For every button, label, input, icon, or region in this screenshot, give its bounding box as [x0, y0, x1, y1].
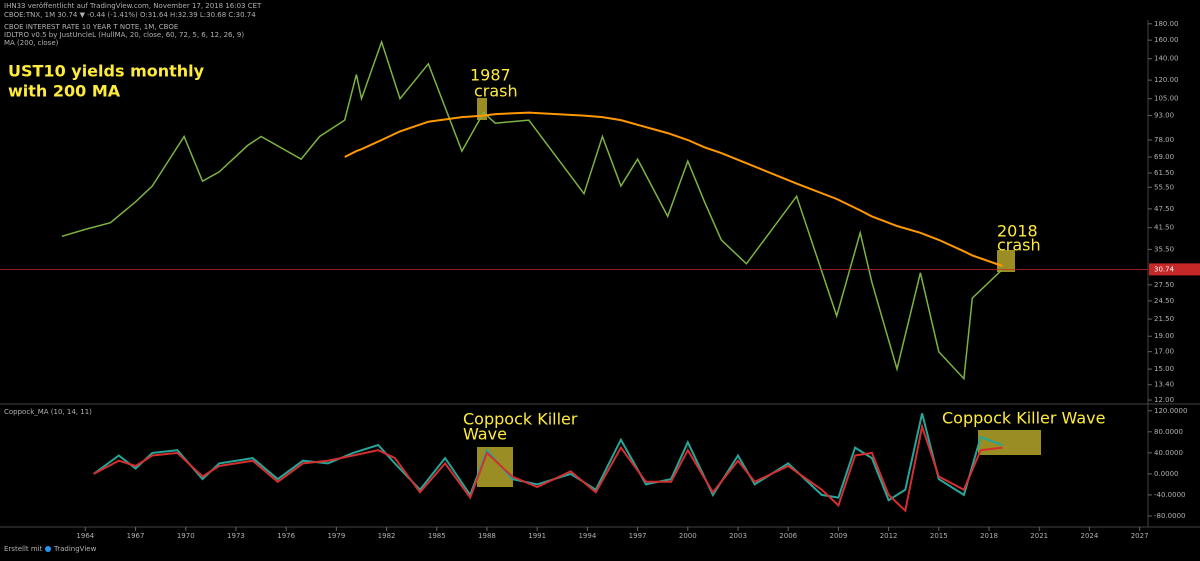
series-line — [344, 111, 1003, 267]
x-tick-label: 1967 — [127, 532, 145, 540]
x-tick-label: 1982 — [378, 532, 396, 540]
y-tick-label: 17.00 — [1154, 348, 1174, 356]
series-line — [61, 39, 1003, 381]
last-price-badge — [1149, 263, 1200, 276]
y-tick-label: 69.00 — [1154, 153, 1174, 161]
annotation: with 200 MA — [8, 82, 121, 101]
x-tick-label: 2021 — [1030, 532, 1048, 540]
y-tick-label: 120.0000 — [1154, 407, 1187, 415]
y-tick-label: 180.00 — [1154, 20, 1179, 28]
y-tick-label: 120.00 — [1154, 76, 1179, 84]
annotation: crash — [474, 82, 518, 101]
y-tick-label: -40.0000 — [1154, 491, 1185, 499]
y-tick-label: 40.0000 — [1154, 449, 1183, 457]
indicator-label: CBOE INTEREST RATE 10 YEAR T NOTE, 1M, C… — [4, 23, 178, 31]
last-price-label: 30.74 — [1154, 265, 1175, 273]
y-tick-label: 140.00 — [1154, 55, 1179, 63]
panel-title: Coppock_MA (10, 14, 11) — [4, 408, 92, 416]
y-tick-label: 47.50 — [1154, 205, 1174, 213]
y-tick-label: 93.00 — [1154, 112, 1174, 120]
x-tick-label: 1979 — [327, 532, 345, 540]
annotation: Wave — [463, 425, 507, 444]
x-tick-label: 2012 — [880, 532, 898, 540]
header-published: IHN33 veröffentlicht auf TradingView.com… — [4, 2, 262, 10]
y-tick-label: 0.0000 — [1154, 470, 1179, 478]
x-tick-label: 1964 — [76, 532, 94, 540]
y-tick-label: 27.50 — [1154, 281, 1174, 289]
footer-brand: TradingView — [53, 545, 97, 553]
y-tick-label: 55.50 — [1154, 183, 1174, 191]
annotation: Coppock Killer Wave — [942, 409, 1105, 428]
marks: 180.00 160.00 140.00 120.00 105.00 93.00 78.00… — [0, 20, 1200, 540]
x-tick-label: 2003 — [729, 532, 747, 540]
x-tick-label: 1994 — [578, 532, 596, 540]
highlight-box — [978, 430, 1041, 455]
x-tick-label: 2015 — [930, 532, 948, 540]
highlight-box — [477, 98, 487, 120]
y-tick-label: 24.50 — [1154, 297, 1174, 305]
annotation: 2018 — [997, 222, 1038, 241]
y-tick-label: 160.00 — [1154, 36, 1179, 44]
indicator-label: MA (200, close) — [4, 39, 59, 47]
y-tick-label: 78.00 — [1154, 136, 1174, 144]
x-tick-label: 1970 — [177, 532, 195, 540]
x-tick-label: 2018 — [980, 532, 998, 540]
indicator-label: IDLTRO v0.5 by JustUncleL (HullMA, 20, c… — [4, 31, 244, 39]
annotation: Coppock Killer — [463, 410, 578, 429]
annotation: crash — [997, 236, 1041, 255]
annotation: 1987 — [470, 66, 511, 85]
y-tick-label: 41.50 — [1154, 224, 1174, 232]
x-tick-label: 1976 — [277, 532, 295, 540]
highlight-box — [477, 447, 513, 487]
annotation: UST10 yields monthly — [8, 62, 205, 81]
y-tick-label: 80.0000 — [1154, 428, 1183, 436]
y-tick-label: 12.00 — [1154, 396, 1174, 404]
y-tick-label: 13.40 — [1154, 381, 1174, 389]
y-tick-label: 15.00 — [1154, 365, 1174, 373]
x-tick-label: 1985 — [428, 532, 446, 540]
footer-text: Erstellt mit — [4, 545, 43, 553]
footer-logo — [45, 546, 51, 552]
x-tick-label: 2009 — [829, 532, 847, 540]
x-tick-label: 1997 — [629, 532, 647, 540]
x-tick-label: 2027 — [1131, 532, 1149, 540]
x-tick-label: 2024 — [1081, 532, 1099, 540]
x-tick-label: 1991 — [528, 532, 546, 540]
y-tick-label: 19.00 — [1154, 332, 1174, 340]
x-tick-label: 1988 — [478, 532, 496, 540]
y-tick-label: 21.50 — [1154, 315, 1174, 323]
x-tick-label: 2000 — [679, 532, 697, 540]
series-line — [93, 422, 1003, 513]
x-tick-label: 1973 — [227, 532, 245, 540]
y-tick-label: 35.50 — [1154, 245, 1174, 253]
y-tick-label: -80.0000 — [1154, 512, 1185, 520]
y-tick-label: 61.50 — [1154, 169, 1174, 177]
series-line — [93, 413, 1003, 502]
y-tick-label: 105.00 — [1154, 95, 1179, 103]
x-tick-label: 2006 — [779, 532, 797, 540]
header-quote: CBOE:TNX, 1M 30.74 ▼ -0.44 (-1.41%) O:31… — [4, 11, 256, 19]
